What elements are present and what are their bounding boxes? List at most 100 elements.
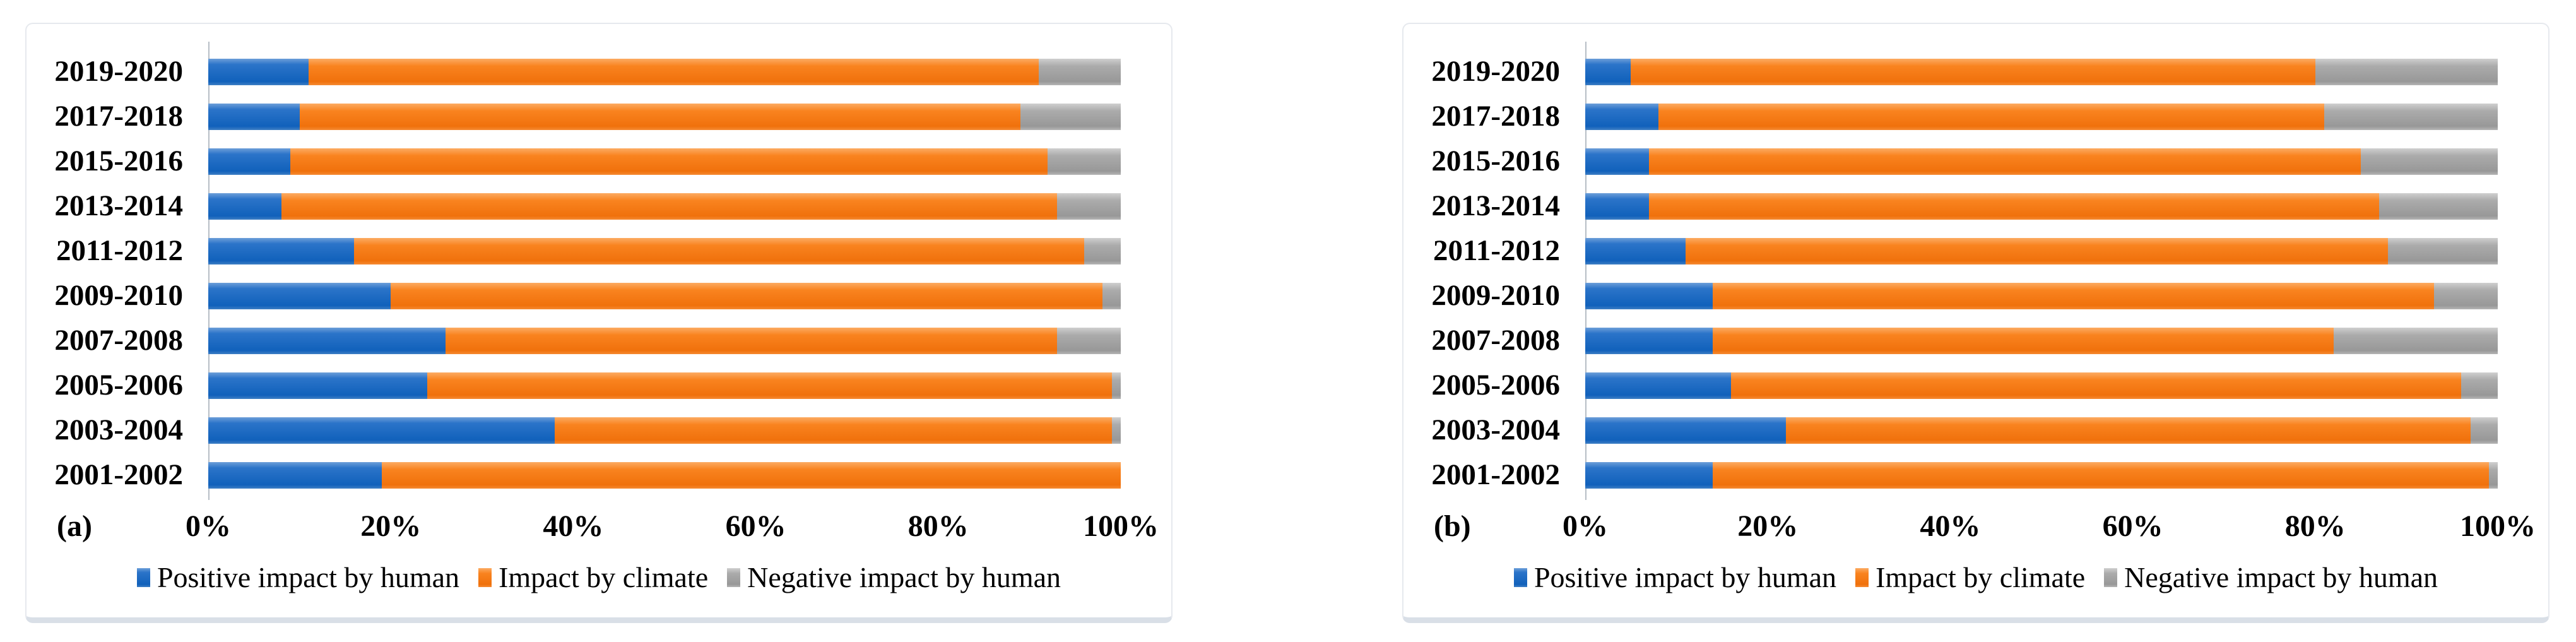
category-label: 2011-2012 [56, 234, 183, 267]
bar-segment-negative-impact-by-human [1111, 417, 1121, 444]
legend-swatch [727, 568, 741, 587]
category-label: 2001-2002 [54, 458, 183, 491]
bar-segment-impact-by-climate [1658, 103, 2325, 130]
bar-segment-impact-by-climate [391, 282, 1103, 309]
bar-track [208, 193, 1121, 220]
bar-segment-impact-by-climate [1649, 193, 2380, 220]
y-axis-line [1585, 42, 1586, 500]
bar-segment-positive-impact-by-human [1585, 148, 1650, 175]
bar-segment-impact-by-climate [281, 193, 1057, 220]
bar-segment-negative-impact-by-human [1056, 327, 1121, 354]
bar-track [208, 237, 1121, 265]
bar-segment-negative-impact-by-human [1084, 237, 1121, 265]
bar-track [1585, 372, 2498, 399]
bar-segment-negative-impact-by-human [2379, 193, 2498, 220]
bar-segment-negative-impact-by-human [1056, 193, 1121, 220]
x-ticks: 0% 20% 40% 60% 80% 100% [186, 509, 1159, 547]
bar-track [208, 282, 1121, 309]
bar-segment-positive-impact-by-human [208, 103, 300, 130]
bar-segment-impact-by-climate [427, 372, 1112, 399]
bar-row: 2005-2006 [27, 363, 1171, 408]
bar-segment-negative-impact-by-human [2388, 237, 2498, 265]
bar-segment-impact-by-climate [1731, 372, 2462, 399]
category-label: 2017-2018 [1431, 100, 1560, 133]
category-label: 2013-2014 [54, 189, 183, 222]
bar-track [208, 327, 1121, 354]
legend-label: Negative impact by human [2124, 561, 2438, 593]
category-label: 2009-2010 [54, 279, 183, 312]
bar-row: 2011-2012 [1403, 229, 2548, 273]
bar-track [1585, 103, 2498, 130]
bar-segment-impact-by-climate [555, 417, 1112, 444]
category-label: 2015-2016 [1431, 145, 1560, 177]
bar-segment-positive-impact-by-human [1585, 58, 1631, 85]
bar-segment-negative-impact-by-human [1048, 148, 1121, 175]
x-tick-label: 20% [360, 509, 422, 543]
legend-label: Positive impact by human [1533, 561, 1837, 593]
bar-row: 2003-2004 [27, 408, 1171, 453]
bar-segment-positive-impact-by-human [1585, 282, 1713, 309]
bar-track [1585, 193, 2498, 220]
bar-segment-impact-by-climate [354, 237, 1085, 265]
x-axis: (b) 0% 20% 40% 60% 80% 100% [1403, 505, 2548, 550]
legend-label: Positive impact by human [157, 561, 460, 593]
bar-segment-positive-impact-by-human [1585, 237, 1686, 265]
bar-track [1585, 417, 2498, 444]
bar-segment-negative-impact-by-human [2333, 327, 2498, 354]
bar-track [208, 148, 1121, 175]
bar-track [1585, 461, 2498, 489]
category-label: 2009-2010 [1431, 279, 1560, 312]
bar-row: 2019-2020 [27, 49, 1171, 94]
bar-track [208, 58, 1121, 85]
legend-swatch [1855, 568, 1869, 587]
chart-panel-b: 2019-2020 2017-2018 2015-2016 2013-2014 2011… [1402, 23, 2549, 623]
bar-row: 2005-2006 [1403, 363, 2548, 408]
bar-row: 2003-2004 [1403, 408, 2548, 453]
category-label: 2015-2016 [54, 145, 183, 177]
bar-segment-positive-impact-by-human [1585, 327, 1713, 354]
bar-row: 2011-2012 [27, 229, 1171, 273]
x-tick-label: 100% [1083, 509, 1159, 543]
bar-track [208, 417, 1121, 444]
bar-track [1585, 58, 2498, 85]
bar-row: 2015-2016 [1403, 139, 2548, 184]
legend-item: Impact by climate [1855, 561, 2085, 594]
category-label: 2007-2008 [54, 324, 183, 357]
bar-segment-negative-impact-by-human [2433, 282, 2498, 309]
legend-swatch [2104, 568, 2118, 587]
bar-segment-impact-by-climate [1686, 237, 2389, 265]
bar-segment-impact-by-climate [1786, 417, 2471, 444]
bar-track [1585, 148, 2498, 175]
legend-item: Negative impact by human [2104, 561, 2438, 594]
bar-segment-negative-impact-by-human [1038, 58, 1121, 85]
bar-segment-positive-impact-by-human [208, 58, 309, 85]
category-label: 2005-2006 [54, 369, 183, 401]
bar-segment-positive-impact-by-human [208, 461, 382, 489]
bar-segment-impact-by-climate [309, 58, 1039, 85]
category-label: 2003-2004 [54, 413, 183, 446]
legend-label: Impact by climate [1876, 561, 2086, 593]
bar-segment-positive-impact-by-human [1585, 193, 1650, 220]
bar-segment-positive-impact-by-human [208, 372, 428, 399]
bar-row: 2001-2002 [1403, 453, 2548, 497]
bar-segment-positive-impact-by-human [1585, 417, 1787, 444]
legend-swatch [136, 568, 150, 587]
bar-row: 2001-2002 [27, 453, 1171, 497]
bar-segment-negative-impact-by-human [2461, 372, 2498, 399]
bar-track [208, 103, 1121, 130]
legend-swatch [1513, 568, 1527, 587]
bar-row: 2017-2018 [1403, 94, 2548, 139]
bar-track [1585, 237, 2498, 265]
bar-segment-impact-by-climate [290, 148, 1048, 175]
bar-row: 2007-2008 [1403, 318, 2548, 363]
category-label: 2003-2004 [1431, 413, 1560, 446]
bar-segment-impact-by-climate [1631, 58, 2315, 85]
bar-row: 2007-2008 [27, 318, 1171, 363]
legend-label: Impact by climate [499, 561, 709, 593]
bar-segment-impact-by-climate [445, 327, 1057, 354]
bar-segment-negative-impact-by-human [2488, 461, 2498, 489]
bar-segment-positive-impact-by-human [208, 237, 355, 265]
legend-item: Negative impact by human [727, 561, 1061, 594]
panel-label: (a) [57, 509, 92, 543]
x-tick-label: 80% [2284, 509, 2346, 543]
